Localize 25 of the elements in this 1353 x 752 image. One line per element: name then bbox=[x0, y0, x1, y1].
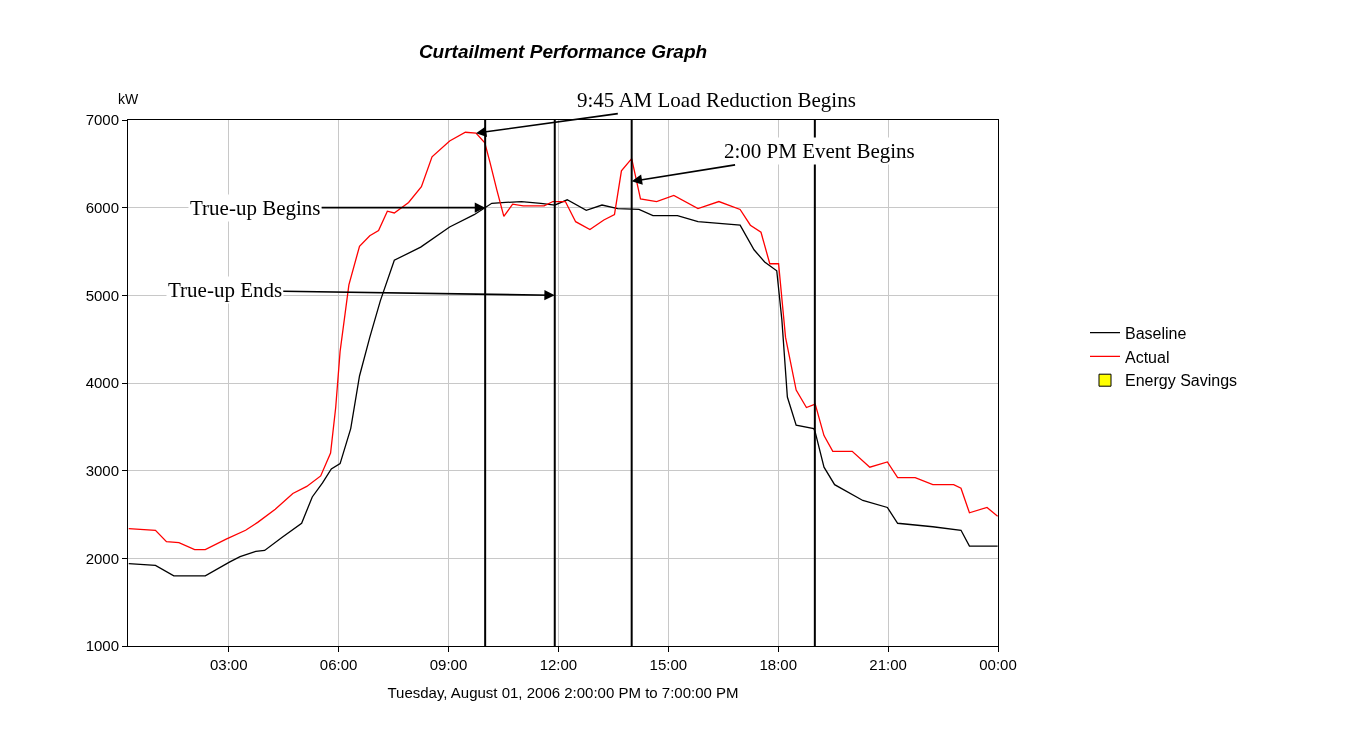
chart-title: Curtailment Performance Graph bbox=[418, 41, 708, 63]
x-tick-label: 09:00 bbox=[429, 656, 468, 673]
x-tick-label: 00:00 bbox=[979, 656, 1017, 673]
annotation: 9:45 AM Load Reduction Begins bbox=[577, 88, 856, 112]
y-axis-title: kW bbox=[118, 91, 139, 107]
y-tick-label: 3000 bbox=[85, 461, 119, 479]
legend-label: Energy Savings bbox=[1125, 372, 1238, 390]
x-tick-label: 03:00 bbox=[209, 656, 248, 673]
annotation: True-up Ends bbox=[168, 278, 283, 302]
x-tick-label: 21:00 bbox=[869, 656, 907, 673]
y-tick-label: 4000 bbox=[85, 374, 119, 392]
annotation: True-up Begins bbox=[190, 196, 321, 220]
x-tick-label: 12:00 bbox=[539, 656, 578, 673]
x-tick-label: 15:00 bbox=[649, 656, 688, 673]
y-tick-label: 7000 bbox=[85, 111, 119, 129]
y-tick-label: 2000 bbox=[85, 549, 119, 567]
legend-label: Baseline bbox=[1125, 324, 1187, 342]
annotation: 2:00 PM Event Begins bbox=[724, 139, 915, 163]
x-tick-label: 06:00 bbox=[319, 656, 358, 673]
legend-label: Actual bbox=[1125, 348, 1170, 366]
x-axis-title: Tuesday, August 01, 2006 2:00:00 PM to 7:00:00 PM bbox=[387, 684, 739, 701]
y-tick-label: 1000 bbox=[85, 637, 119, 655]
x-tick-label: 18:00 bbox=[759, 656, 797, 673]
y-tick-label: 6000 bbox=[85, 198, 119, 216]
y-tick-label: 5000 bbox=[85, 286, 119, 304]
